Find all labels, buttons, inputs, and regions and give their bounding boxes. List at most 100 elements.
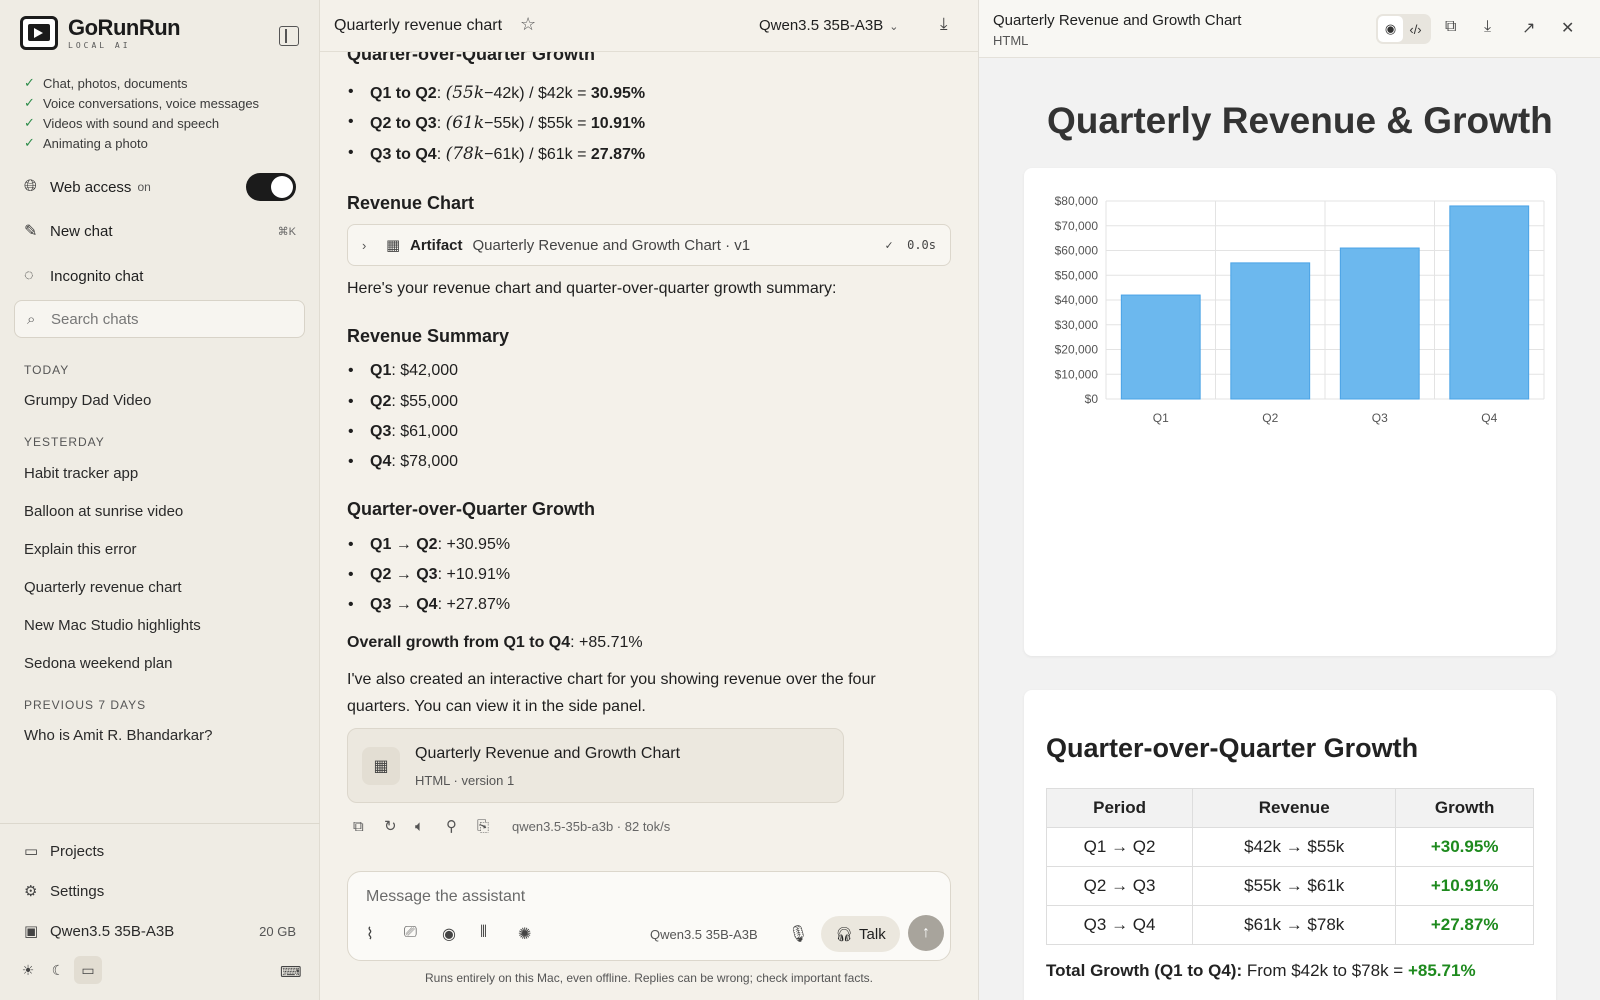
chip-icon: ▣ (24, 923, 39, 940)
gear-icon: ⚙ (24, 883, 38, 900)
view-toggle: ◉ ‹/› (1376, 14, 1431, 44)
artifact-card-title: Quarterly Revenue and Growth Chart (415, 745, 681, 762)
section-yesterday: YESTERDAY (24, 435, 105, 449)
composer-tools: ⌇ ⎚ ◉ ⦀ ✺ (366, 924, 556, 944)
web-access-toggle[interactable] (246, 173, 296, 201)
microphone-icon[interactable]: 🎙︎ (788, 926, 809, 943)
artifact-card-subtitle: HTML · version 1 (415, 773, 515, 788)
copy-icon[interactable]: ⧉ (353, 817, 364, 835)
y-tick-label: $0 (1085, 392, 1099, 406)
web-access-state: on (137, 180, 151, 194)
settings-label: Settings (50, 882, 105, 900)
copy-icon[interactable]: ⧉ (1445, 18, 1457, 35)
moon-icon[interactable]: ☾ (51, 961, 65, 978)
monitor-icon[interactable]: ▭ (74, 956, 102, 984)
x-tick-label: Q2 (1262, 411, 1278, 425)
eye-off-icon: ◌ (24, 267, 34, 284)
talk-button[interactable]: 🎧︎ Talk (821, 916, 900, 952)
y-tick-label: $80,000 (1055, 194, 1099, 208)
artifact-card[interactable]: ▦ Quarterly Revenue and Growth Chart HTM… (347, 728, 844, 803)
bar (1230, 262, 1311, 400)
chat-history-item[interactable]: Sedona weekend plan (24, 655, 173, 672)
check-icon: ✓ (24, 135, 35, 150)
artifact-panel: Quarterly Revenue and Growth Chart HTML … (978, 0, 1600, 1000)
heading-growth-partial: Quarter-over-Quarter Growth (347, 44, 596, 64)
feature-item: ✓ Voice conversations, voice messages (24, 95, 260, 111)
artifact-bar[interactable]: › ▦ Artifact Quarterly Revenue and Growt… (347, 224, 951, 266)
model-size: 20 GB (259, 923, 296, 939)
bar (1339, 247, 1420, 400)
chat-history-item[interactable]: Grumpy Dad Video (24, 392, 152, 409)
incognito-chat-button[interactable]: ◌ Incognito chat (24, 264, 296, 288)
settings-button[interactable]: ⚙ Settings (24, 882, 296, 901)
chevron-right-icon: › (362, 237, 367, 253)
sun-icon[interactable]: ☀ (21, 961, 35, 978)
brand[interactable]: GoRunRun LOCAL AI (20, 14, 181, 50)
new-chat-button[interactable]: ✎ New chat ⌘K (24, 219, 296, 243)
composer-model[interactable]: Qwen3.5 35B-A3B (650, 927, 758, 942)
table-row: Q3 → Q4 $61k → $78k +27.87% (1045, 905, 1534, 945)
chat-title: Quarterly revenue chart (334, 17, 503, 34)
model-button[interactable]: ▣ Qwen3.5 35B-A3B 20 GB (24, 922, 296, 941)
close-icon[interactable]: ✕ (1561, 20, 1575, 37)
check-icon: ✓ (24, 75, 35, 90)
x-tick-label: Q4 (1481, 411, 1497, 425)
export-icon[interactable]: ⎘ (477, 817, 490, 835)
x-tick-label: Q3 (1372, 411, 1388, 425)
brain-icon[interactable]: ✺ (518, 926, 532, 943)
chat-column: Quarterly revenue chart ☆ Qwen3.5 35B-A3… (320, 0, 978, 1000)
waveform-icon[interactable]: ⦀ (480, 924, 488, 941)
theme-switcher: ☀ ☾ ▭ (14, 956, 104, 988)
artifact-page-title: Quarterly Revenue & Growth (1047, 100, 1553, 141)
intro-text: Here's your revenue chart and quarter-ov… (347, 280, 837, 297)
download-icon[interactable]: ⤓ (1484, 18, 1492, 35)
attach-icon[interactable]: ⌇ (366, 926, 374, 943)
table-cell: Q2 → Q3 (1045, 866, 1194, 906)
download-icon[interactable]: ⤓ (940, 14, 948, 33)
code-icon[interactable]: ‹/› (1409, 21, 1422, 37)
eye-icon[interactable]: ◉ (1378, 16, 1403, 42)
chat-history-item[interactable]: Balloon at sunrise video (24, 503, 184, 520)
screen-share-icon[interactable]: ⎚ (404, 924, 417, 941)
table-row: Q1 → Q2 $42k → $55k +30.95% (1045, 827, 1534, 867)
search-input[interactable] (51, 310, 291, 328)
disclaimer: Runs entirely on this Mac, even offline.… (424, 971, 873, 985)
artifact-title: Quarterly Revenue and Growth Chart · v1 (472, 236, 751, 254)
external-link-icon[interactable]: ↗ (1522, 20, 1536, 37)
message-input[interactable] (366, 888, 926, 906)
list-item: Q3 → Q4: +27.87% (348, 596, 510, 614)
chat-history-item[interactable]: New Mac Studio highlights (24, 617, 201, 634)
web-access-row: 🌐︎ Web access on (24, 173, 296, 201)
speaker-icon[interactable]: 🔈︎ (415, 817, 425, 835)
folder-icon: ▭ (24, 843, 39, 860)
star-icon[interactable]: ☆ (520, 14, 537, 34)
chat-history-item[interactable]: Habit tracker app (24, 465, 139, 482)
closing-text: I've also created an interactive chart f… (347, 671, 876, 715)
keyboard-icon[interactable]: ⌨ (280, 964, 302, 981)
feature-item: ✓ Videos with sound and speech (24, 115, 220, 131)
list-item: Q4: $78,000 (348, 453, 458, 471)
model-selector[interactable]: Qwen3.5 35B-A3B ⌄ (759, 17, 898, 34)
list-item: Q2: $55,000 (348, 393, 458, 411)
collapse-sidebar-button[interactable] (279, 26, 299, 46)
bar-chart: $0 $10,000 $20,000 $30,000 $40,000 $50,000 $60… (1055, 194, 1545, 425)
pin-icon[interactable]: ⚲ (446, 818, 457, 835)
search-box[interactable]: ⌕ (14, 300, 305, 338)
brand-tagline: LOCAL AI (68, 40, 131, 50)
model-label: Qwen3.5 35B-A3B (50, 922, 175, 940)
chat-history-item[interactable]: Who is Amit R. Bhandarkar? (24, 727, 213, 744)
column-header: Period (1045, 788, 1194, 828)
chart-card: $0 $10,000 $20,000 $30,000 $40,000 $50,000 $60… (1024, 168, 1556, 656)
projects-button[interactable]: ▭ Projects (24, 842, 296, 861)
camera-icon[interactable]: ◉ (442, 926, 456, 943)
table-header-row: Period Revenue Growth (1045, 788, 1534, 828)
regenerate-icon[interactable]: ↻ (384, 818, 397, 835)
chat-history-item[interactable]: Explain this error (24, 541, 137, 558)
chat-history-item[interactable]: Quarterly revenue chart (24, 579, 182, 596)
list-item: Q1 to Q2: (55k−42k) / $42k = 30.95% (348, 83, 645, 103)
heading-revenue-chart: Revenue Chart (347, 193, 475, 213)
table-cell: +30.95% (1395, 827, 1534, 867)
send-button[interactable]: ↑ (908, 915, 944, 951)
panel-title: Quarterly Revenue and Growth Chart (993, 12, 1242, 29)
brand-name: GoRunRun (68, 14, 181, 40)
